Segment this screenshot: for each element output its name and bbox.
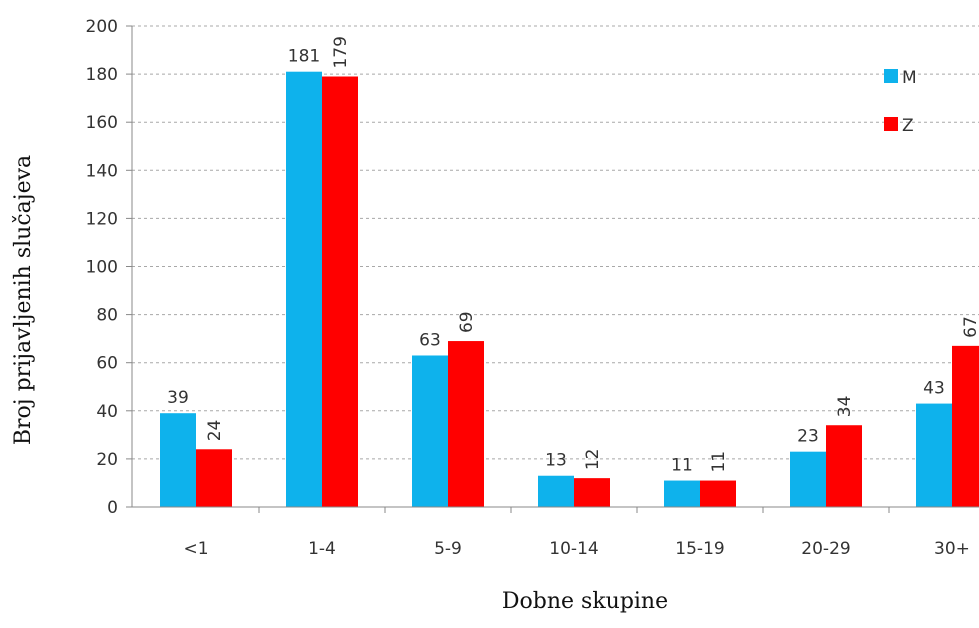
legend-swatch-z [884, 117, 898, 131]
data-label-z: 12 [583, 448, 603, 470]
y-tick-label: 20 [96, 450, 118, 470]
axes: 0 20 40 60 80 100 120 140 160 180 200 <1 1-4 5-9 10-14… [86, 17, 979, 559]
x-tick-label: 1-4 [308, 539, 336, 559]
bar-z [448, 341, 484, 507]
data-label-m: 23 [797, 427, 819, 447]
data-label-m: 39 [167, 388, 189, 408]
bars [160, 71, 979, 507]
y-tick-label: 60 [96, 354, 118, 374]
x-tick-label: <1 [183, 539, 208, 559]
bar-m [160, 413, 196, 507]
y-tick-label: 160 [86, 113, 118, 133]
bar-m [916, 403, 952, 507]
x-tick-label: 30+ [934, 539, 970, 559]
y-tick-label: 120 [86, 209, 118, 229]
bar-z [952, 345, 979, 507]
data-label-m: 43 [923, 379, 945, 399]
x-tick-label: 15-19 [675, 539, 724, 559]
y-tick-label: 100 [86, 258, 118, 278]
bar-m [790, 451, 826, 507]
data-label-m: 181 [288, 47, 320, 67]
bar-m [412, 355, 448, 507]
bar-z [322, 76, 358, 507]
data-label-z: 24 [205, 420, 225, 442]
y-tick-label: 40 [96, 402, 118, 422]
y-tick-label: 0 [107, 498, 118, 518]
data-label-m: 13 [545, 451, 567, 471]
bar-m [664, 480, 700, 507]
data-label-m: 63 [419, 330, 441, 350]
data-label-z: 11 [709, 451, 729, 473]
x-tick-label: 10-14 [549, 539, 598, 559]
y-tick-label: 80 [96, 306, 118, 326]
bar-m [538, 475, 574, 507]
bar-z [700, 480, 736, 507]
legend-label-m: M [902, 68, 917, 88]
y-tick-label: 180 [86, 65, 118, 85]
data-label-z: 69 [457, 311, 477, 333]
bar-z [196, 449, 232, 507]
bar-z [574, 478, 610, 507]
y-tick-label: 140 [86, 161, 118, 181]
legend: MZ [884, 68, 917, 136]
legend-swatch-m [884, 69, 898, 83]
data-label-m: 11 [671, 456, 693, 476]
data-label-z: 179 [331, 36, 351, 68]
x-axis-title: Dobne skupine [502, 589, 668, 614]
bar-m [286, 71, 322, 507]
x-tick-label: 20-29 [801, 539, 850, 559]
bar-z [826, 425, 862, 507]
grid-lines [132, 25, 979, 460]
x-tick-label: 5-9 [434, 539, 462, 559]
y-tick-label: 200 [86, 17, 118, 37]
data-labels: 39 181 63 13 11 23 43 24 179 69 12 11 34 67 [167, 36, 979, 475]
data-label-z: 67 [961, 316, 979, 338]
data-label-z: 34 [835, 396, 855, 418]
y-axis-title: Broj prijavljenih slučajeva [11, 155, 36, 445]
legend-label-z: Z [902, 116, 914, 136]
